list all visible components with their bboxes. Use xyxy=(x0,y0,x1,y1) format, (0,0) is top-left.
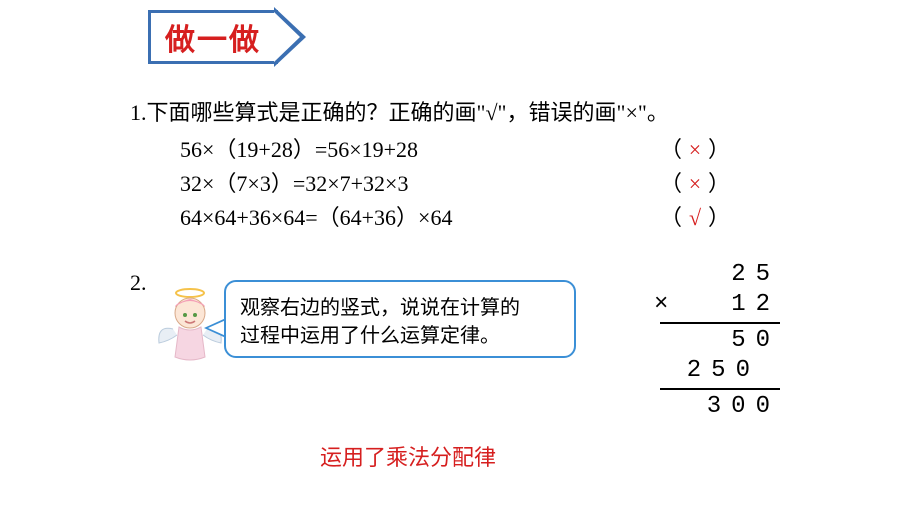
vcalc-p2: 250 xyxy=(660,356,780,386)
conclusion-text: 运用了乘法分配律 xyxy=(320,440,496,472)
mark-1: × xyxy=(682,133,708,167)
try-it-banner: 做一做 xyxy=(148,10,308,64)
mark-row-1: （×） xyxy=(660,133,730,167)
vcalc-line2 xyxy=(660,388,780,390)
vcalc-a: 25 xyxy=(660,260,780,290)
q1-marks: （×） （×） （√） xyxy=(660,133,730,235)
banner-arrow-inner xyxy=(274,12,300,62)
banner-text: 做一做 xyxy=(165,15,261,59)
bubble-line-2: 过程中运用了什么运算定律。 xyxy=(240,322,560,350)
vcalc-b: 12 xyxy=(731,291,780,318)
speech-bubble: 观察右边的竖式，说说在计算的 过程中运用了什么运算定律。 xyxy=(224,280,576,358)
vcalc-line1 xyxy=(660,322,780,324)
vcalc-op-row: × 12 xyxy=(660,290,780,320)
q1-prompt: 1.下面哪些算式是正确的？正确的画"√"，错误的画"×"。 xyxy=(130,95,669,127)
q2-number: 2. xyxy=(130,270,147,296)
mark-2: × xyxy=(682,167,708,201)
vcalc-result: 300 xyxy=(660,392,780,422)
vcalc-p1: 50 xyxy=(660,326,780,356)
mark-row-2: （×） xyxy=(660,167,730,201)
vcalc-op: × xyxy=(654,290,668,320)
banner-box: 做一做 xyxy=(148,10,278,64)
vertical-calc: 25 × 12 50 250 300 xyxy=(660,260,780,422)
mark-row-3: （√） xyxy=(660,201,730,235)
bubble-line-1: 观察右边的竖式，说说在计算的 xyxy=(240,294,560,322)
mark-3: √ xyxy=(682,201,708,235)
